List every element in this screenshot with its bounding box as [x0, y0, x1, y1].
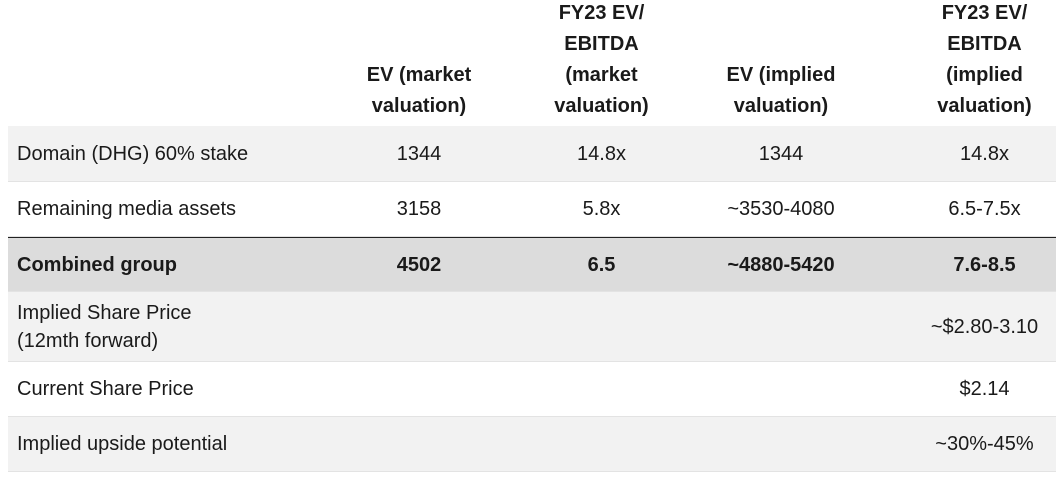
ebitda-market-value: 5.8x [582, 198, 621, 220]
row-label: Current Share Price [17, 378, 194, 400]
ev-implied-value: 1344 [758, 142, 804, 165]
ebitda-implied-value: 6.5-7.5x [948, 198, 1021, 220]
ebitda-implied-value: 7.6-8.5 [953, 253, 1016, 276]
table-header-row: EV (market valuation) FY23 EV/ EBITDA (m… [8, 0, 1056, 126]
ebitda-market-value: 14.8x [577, 142, 626, 165]
valuation-table: EV (market valuation) FY23 EV/ EBITDA (m… [8, 0, 1056, 472]
header-ebitda-implied: FY23 EV/ EBITDA (implied valuation) [937, 2, 1032, 117]
row-label: Implied upside potential [17, 433, 228, 455]
table-row: Implied Share Price (12mth forward) ~$2.… [8, 292, 1056, 362]
row-label: Implied Share Price (12mth forward) [17, 301, 192, 352]
ev-market-value: 1344 [396, 142, 442, 165]
ev-market-value: 4502 [396, 253, 442, 276]
table-row: Current Share Price $2.14 [8, 362, 1056, 417]
header-ebitda-market: FY23 EV/ EBITDA (market valuation) [554, 2, 649, 117]
ebitda-implied-value: 14.8x [960, 142, 1009, 165]
table-row-total: Combined group 4502 6.5 ~4880-5420 7.6-8… [8, 237, 1056, 292]
ev-market-value: 3158 [396, 198, 442, 220]
ebitda-implied-value: ~30%-45% [935, 433, 1034, 455]
row-label: Combined group [17, 253, 177, 276]
ev-implied-value: ~3530-4080 [727, 198, 835, 220]
row-label: Domain (DHG) 60% stake [17, 142, 249, 165]
row-label: Remaining media assets [17, 198, 236, 220]
header-ev-market: EV (market valuation) [366, 64, 472, 117]
ebitda-implied-value: ~$2.80-3.10 [930, 315, 1039, 338]
ebitda-implied-value: $2.14 [959, 378, 1010, 400]
ebitda-market-value: 6.5 [587, 253, 616, 276]
table-row: Domain (DHG) 60% stake 1344 14.8x 1344 1… [8, 126, 1056, 182]
ev-implied-value: ~4880-5420 [727, 253, 835, 276]
table-row: Implied upside potential ~30%-45% [8, 417, 1056, 472]
table-row: Remaining media assets 3158 5.8x ~3530-4… [8, 182, 1056, 237]
header-ev-implied: EV (implied valuation) [726, 64, 836, 117]
